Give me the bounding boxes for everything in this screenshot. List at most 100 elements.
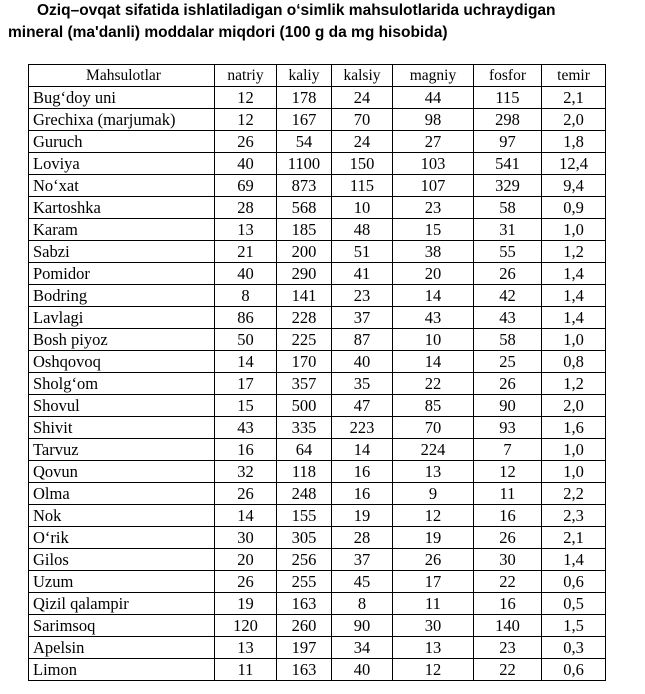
value-cell: 140 <box>473 614 542 637</box>
value-cell: 58 <box>473 328 542 351</box>
product-name-cell: Oshqovoq <box>28 350 215 373</box>
value-cell: 30 <box>392 614 474 637</box>
value-cell: 197 <box>276 636 332 659</box>
table-row: Sholg‘om 17 357 35 22 26 1,2 <box>28 372 606 395</box>
value-cell: 14 <box>392 284 474 307</box>
value-cell: 30 <box>473 548 542 571</box>
table-row: Qovun 32 118 16 13 12 1,0 <box>28 460 606 483</box>
product-name-cell: No‘xat <box>28 174 215 197</box>
value-cell: 11 <box>392 592 474 615</box>
value-cell: 58 <box>473 196 542 219</box>
table-row: Lavlagi 86 228 37 43 43 1,4 <box>28 306 606 329</box>
value-cell: 26 <box>473 262 542 285</box>
value-cell: 1,4 <box>541 548 606 571</box>
value-cell: 14 <box>214 350 277 373</box>
value-cell: 1,4 <box>541 284 606 307</box>
table-row: Shivit 43 335 223 70 93 1,6 <box>28 416 606 439</box>
value-cell: 329 <box>473 174 542 197</box>
table-row: Tarvuz 16 64 14 224 7 1,0 <box>28 438 606 461</box>
table-row: Olma 26 248 16 9 11 2,2 <box>28 482 606 505</box>
value-cell: 50 <box>214 328 277 351</box>
value-cell: 225 <box>276 328 332 351</box>
value-cell: 0,5 <box>541 592 606 615</box>
column-header: natriy <box>214 64 277 87</box>
value-cell: 15 <box>392 218 474 241</box>
value-cell: 25 <box>473 350 542 373</box>
product-name-cell: Sabzi <box>28 240 215 263</box>
value-cell: 16 <box>331 482 393 505</box>
value-cell: 97 <box>473 130 542 153</box>
table-row: Bodring 8 141 23 14 42 1,4 <box>28 284 606 307</box>
value-cell: 163 <box>276 592 332 615</box>
value-cell: 0,3 <box>541 636 606 659</box>
value-cell: 16 <box>473 504 542 527</box>
value-cell: 30 <box>214 526 277 549</box>
value-cell: 0,8 <box>541 350 606 373</box>
value-cell: 34 <box>331 636 393 659</box>
value-cell: 873 <box>276 174 332 197</box>
value-cell: 0,9 <box>541 196 606 219</box>
value-cell: 1,4 <box>541 262 606 285</box>
product-name-cell: Gilos <box>28 548 215 571</box>
value-cell: 22 <box>392 372 474 395</box>
table-row: Bug‘doy uni 12 178 24 44 115 2,1 <box>28 86 606 109</box>
table-row: Guruch 26 54 24 27 97 1,8 <box>28 130 606 153</box>
value-cell: 12 <box>214 108 277 131</box>
value-cell: 2,0 <box>541 394 606 417</box>
product-name-cell: Guruch <box>28 130 215 153</box>
table-row: Loviya 40 1100 150 103 541 12,4 <box>28 152 606 175</box>
value-cell: 23 <box>331 284 393 307</box>
value-cell: 43 <box>473 306 542 329</box>
value-cell: 107 <box>392 174 474 197</box>
column-header: temir <box>541 64 606 87</box>
product-name-cell: Bosh piyoz <box>28 328 215 351</box>
value-cell: 2,0 <box>541 108 606 131</box>
value-cell: 1,0 <box>541 438 606 461</box>
value-cell: 10 <box>392 328 474 351</box>
value-cell: 31 <box>473 218 542 241</box>
table-row: Karam 13 185 48 15 31 1,0 <box>28 218 606 241</box>
value-cell: 16 <box>331 460 393 483</box>
product-name-cell: Karam <box>28 218 215 241</box>
table-row: Grechixa (marjumak) 12 167 70 98 298 2,0 <box>28 108 606 131</box>
value-cell: 47 <box>331 394 393 417</box>
table-row: O‘rik 30 305 28 19 26 2,1 <box>28 526 606 549</box>
document-title: Oziq–ovqat sifatida ishlatiladigan o‘sim… <box>0 0 645 44</box>
value-cell: 163 <box>276 658 332 681</box>
value-cell: 69 <box>214 174 277 197</box>
value-cell: 14 <box>392 350 474 373</box>
value-cell: 20 <box>392 262 474 285</box>
value-cell: 141 <box>276 284 332 307</box>
value-cell: 568 <box>276 196 332 219</box>
value-cell: 85 <box>392 394 474 417</box>
value-cell: 14 <box>214 504 277 527</box>
value-cell: 305 <box>276 526 332 549</box>
value-cell: 12 <box>392 504 474 527</box>
value-cell: 22 <box>473 658 542 681</box>
value-cell: 19 <box>392 526 474 549</box>
value-cell: 1,8 <box>541 130 606 153</box>
table-row: Oshqovoq 14 170 40 14 25 0,8 <box>28 350 606 373</box>
value-cell: 38 <box>392 240 474 263</box>
value-cell: 298 <box>473 108 542 131</box>
minerals-table: Mahsulotlar natriy kaliy kalsiy magniy fosfor… <box>28 64 606 681</box>
value-cell: 90 <box>331 614 393 637</box>
value-cell: 40 <box>331 350 393 373</box>
title-line-1: Oziq–ovqat sifatida ishlatiladigan o‘sim… <box>37 2 556 19</box>
column-header: fosfor <box>473 64 542 87</box>
value-cell: 16 <box>214 438 277 461</box>
value-cell: 9,4 <box>541 174 606 197</box>
value-cell: 26 <box>214 130 277 153</box>
value-cell: 8 <box>214 284 277 307</box>
value-cell: 228 <box>276 306 332 329</box>
value-cell: 64 <box>276 438 332 461</box>
value-cell: 20 <box>214 548 277 571</box>
table-row: Bosh piyoz 50 225 87 10 58 1,0 <box>28 328 606 351</box>
value-cell: 2,1 <box>541 86 606 109</box>
product-name-cell: Lavlagi <box>28 306 215 329</box>
value-cell: 26 <box>473 372 542 395</box>
value-cell: 1,2 <box>541 240 606 263</box>
value-cell: 37 <box>331 306 393 329</box>
value-cell: 1,2 <box>541 372 606 395</box>
product-name-cell: Sarimsoq <box>28 614 215 637</box>
